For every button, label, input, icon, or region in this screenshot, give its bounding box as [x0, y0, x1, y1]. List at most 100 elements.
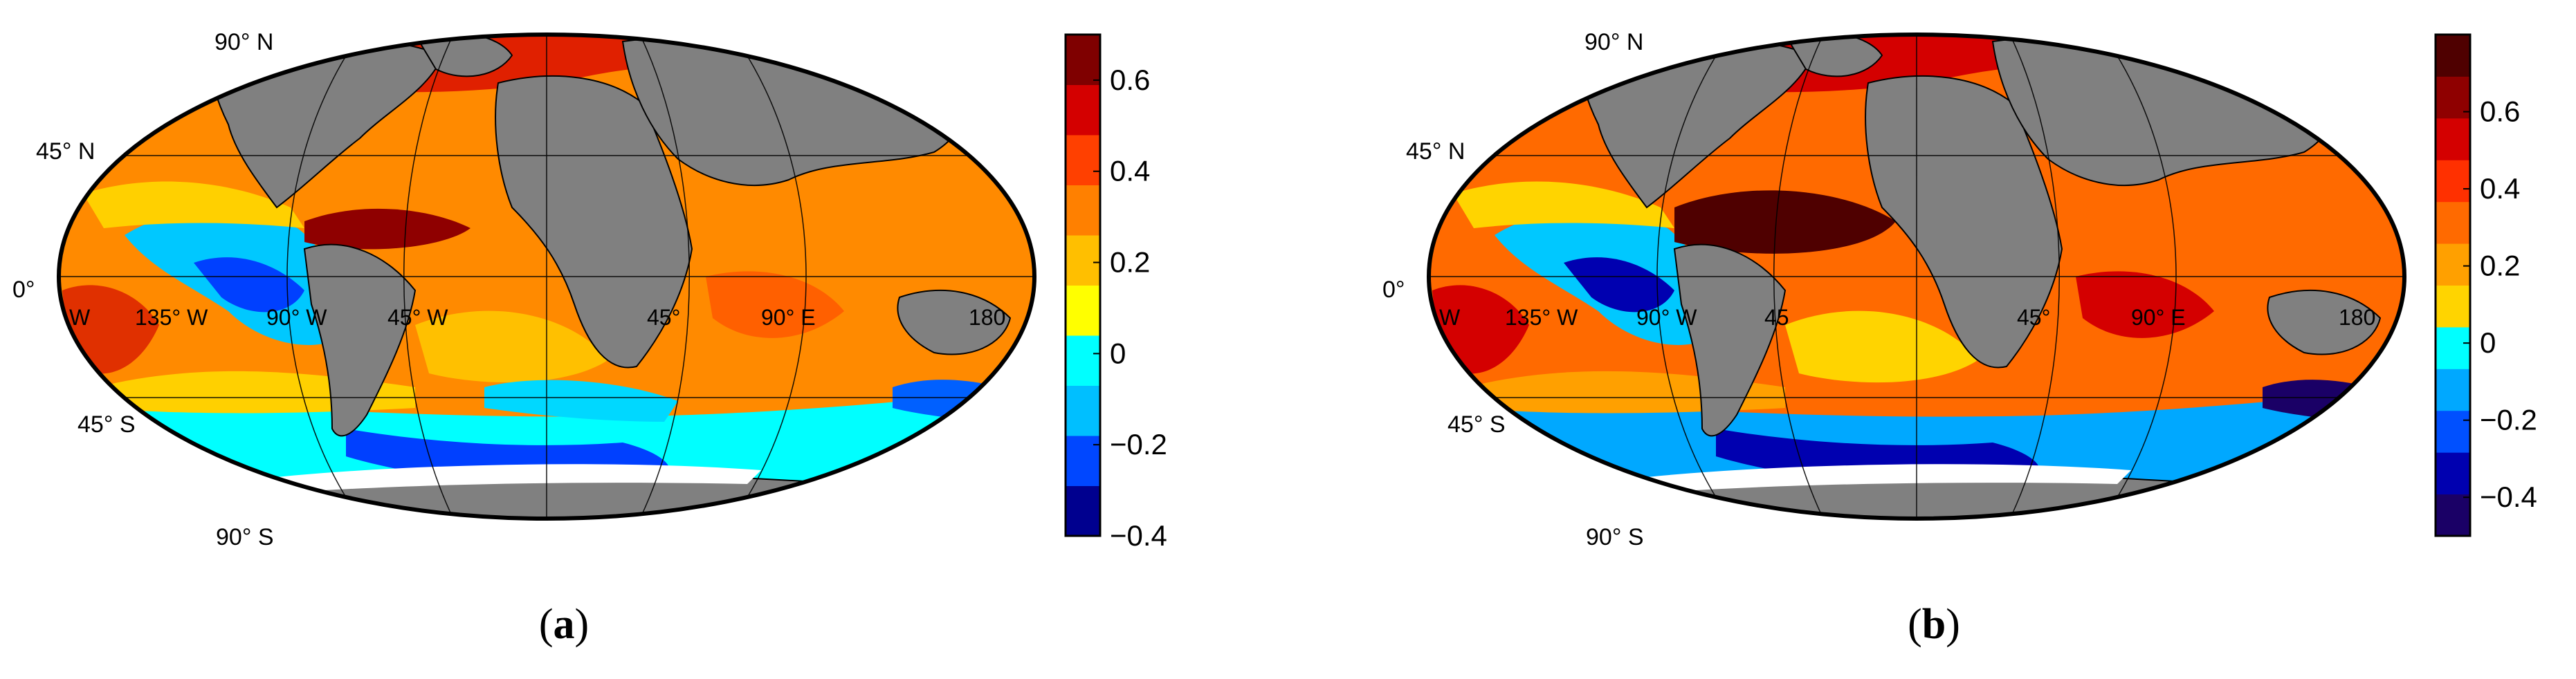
colorbar-swatch	[1066, 135, 1100, 185]
panel-a-tatl-hot	[304, 208, 471, 250]
panel-b-lat-90s: 90° S	[1586, 524, 1644, 550]
panel-a-colorbar-frame	[1064, 33, 1102, 537]
panel-b-label-letter: b	[1921, 601, 1946, 648]
colorbar-tick-label: 0.4	[1110, 155, 1150, 187]
panel-a-lat-90s: 90° S	[216, 524, 274, 550]
panel-a-lon-90e: 90° E	[761, 305, 816, 330]
colorbar-swatch	[1066, 84, 1100, 136]
colorbar-swatch	[2436, 201, 2470, 244]
panel-b-south-america	[1673, 243, 1787, 437]
panel-b-lon-w: W	[1439, 305, 1461, 330]
panel-a-greenland	[414, 35, 513, 77]
panel-a-lat-90n: 90° N	[214, 29, 273, 55]
panel-b-tatl-hot	[1674, 190, 1896, 254]
colorbar-swatch	[2436, 243, 2470, 286]
panel-b-wpac-warm	[1432, 285, 1529, 374]
panel-a-satl-cyan	[484, 380, 678, 422]
colorbar-swatch	[2436, 369, 2470, 411]
panel-b-colorbar-ticks: 0.6 0.4 0.2 0 −0.2 −0.4	[2463, 95, 2537, 513]
panel-a-pacific-yellow	[83, 181, 304, 228]
colorbar-tick-label: −0.2	[2480, 404, 2537, 436]
panel-a-map-frame	[57, 32, 1036, 521]
panel-b-lat-0: 0°	[1382, 277, 1405, 303]
panel-b-meridian-1	[1656, 35, 1730, 519]
panel-b-lon-180: 180	[2339, 305, 2375, 330]
colorbar-swatch	[1066, 485, 1100, 537]
colorbar-tick-label: 0.6	[1110, 64, 1150, 96]
colorbar-tick-label: 0	[2480, 326, 2496, 359]
panel-b-meridian-2	[1773, 35, 1824, 519]
colorbar-tick-label: 0	[1110, 337, 1126, 369]
panel-b-meridian-4	[2103, 35, 2177, 519]
colorbar-swatch	[1066, 235, 1100, 286]
panel-a-lon-135w: 135° W	[135, 305, 208, 330]
panel-b-lat-90n: 90° N	[1584, 29, 1643, 55]
colorbar-tick-label: 0.2	[2480, 250, 2520, 282]
panel-a-indian-warm	[706, 271, 844, 338]
colorbar-swatch	[2436, 410, 2470, 453]
panel-b-map: 90° N 45° N 0° 45° S 90° S W 135° W 90° …	[1382, 29, 2406, 550]
panel-b-australia	[2267, 290, 2382, 355]
colorbar-swatch	[2436, 452, 2470, 495]
panel-a-meridian-1	[286, 35, 360, 519]
panel-b-lat-45n: 45° N	[1406, 138, 1465, 165]
panel-b-label: (b)	[1908, 601, 1960, 648]
panel-a-wpac-warm	[62, 285, 159, 374]
colorbar-swatch	[2436, 326, 2470, 369]
colorbar-tick-label: −0.2	[1110, 428, 1167, 461]
panel-a-meridian-2	[403, 35, 454, 519]
colorbar-swatch	[2436, 35, 2470, 77]
colorbar-tick-label: −0.4	[1110, 519, 1167, 552]
panel-a-colorbar: 0.6 0.4 0.2 0 −0.2 −0.4	[1064, 33, 1167, 552]
panel-a-label-letter: a	[553, 601, 575, 648]
panel-b-lat-45s: 45° S	[1447, 411, 1506, 438]
panel-a-lon-45e: 45°	[647, 305, 680, 330]
panel-b-lon-45e: 45°	[2017, 305, 2050, 330]
panel-a-lon-90w: 90° W	[266, 305, 327, 330]
panel-a-lat-45s: 45° S	[77, 411, 136, 438]
colorbar-swatch	[2436, 494, 2470, 537]
colorbar-swatch	[1066, 285, 1100, 336]
panel-b-lon-45w: 45	[1764, 305, 1789, 330]
panel-b-indian-warm	[2076, 271, 2214, 338]
panel-b-colorbar-swatches	[2436, 35, 2470, 537]
colorbar-swatch	[1066, 436, 1100, 486]
panel-a-label: (a)	[538, 601, 590, 648]
panel-b-greenland	[1784, 35, 1883, 77]
panel-b-lon-90w: 90° W	[1636, 305, 1697, 330]
panel-a-sea-ice	[277, 464, 761, 492]
panel-a-lat-45n: 45° N	[36, 138, 95, 165]
panel-a-lon-w: W	[69, 305, 91, 330]
panel-b-colorbar-frame	[2434, 33, 2472, 537]
panel-b-colorbar: 0.6 0.4 0.2 0 −0.2 −0.4	[2434, 33, 2537, 537]
panel-b-lon-90e: 90° E	[2131, 305, 2186, 330]
panel-b-pacific-deep	[1564, 257, 1674, 313]
panel-a-meridian-4	[733, 35, 807, 519]
panel-b-satl-yellow	[1785, 310, 1979, 383]
panel-b-lon-135w: 135° W	[1505, 305, 1578, 330]
panel-a-south-america	[303, 243, 417, 437]
colorbar-tick-label: 0.6	[2480, 95, 2520, 128]
colorbar-swatch	[1066, 385, 1100, 436]
panel-a-lat-0: 0°	[12, 277, 35, 303]
panel-b-sea-ice	[1647, 464, 2131, 492]
panel-b-map-frame	[1427, 32, 2406, 521]
colorbar-tick-label: 0.4	[2480, 172, 2520, 205]
panel-a-lon-180: 180	[969, 305, 1005, 330]
panel-b-pacific-yellow	[1453, 181, 1674, 228]
panel-a-meridian-3	[639, 35, 690, 519]
colorbar-swatch	[2436, 285, 2470, 328]
panel-a-pacific-deep	[194, 257, 304, 313]
panel-b-meridian-3	[2009, 35, 2060, 519]
colorbar-tick-label: 0.2	[1110, 246, 1150, 279]
colorbar-swatch	[1066, 35, 1100, 85]
colorbar-swatch	[1066, 185, 1100, 236]
panel-a-colorbar-swatches	[1066, 35, 1100, 537]
colorbar-tick-label: −0.4	[2480, 481, 2537, 513]
panel-a-satl-yellow	[415, 310, 609, 383]
colorbar-swatch	[1066, 335, 1100, 386]
panel-a-map: 90° N 45° N 0° 45° S 90° S W 135° W 90° …	[12, 29, 1036, 550]
panel-a-lon-45w: 45° W	[387, 305, 448, 330]
panel-a-australia	[897, 290, 1012, 355]
